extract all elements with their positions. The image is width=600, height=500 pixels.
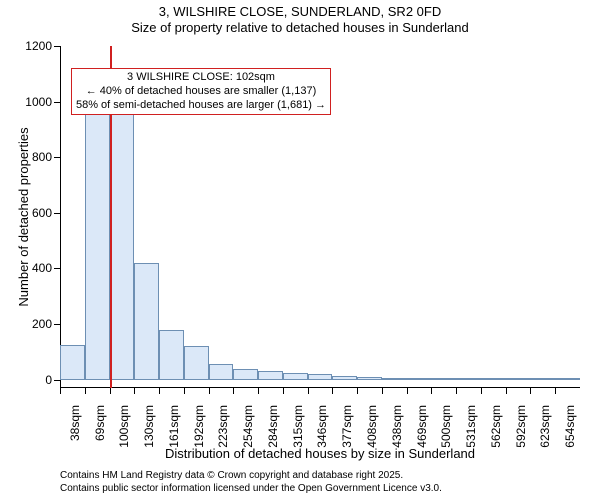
histogram-bar [209,364,234,379]
attribution-block: Contains HM Land Registry data © Crown c… [60,470,442,495]
y-tick-label: 800 [20,150,52,164]
histogram-bar [407,378,432,380]
y-tick-label: 0 [20,373,52,387]
annotation-callout: 3 WILSHIRE CLOSE: 102sqm← 40% of detache… [71,68,331,115]
histogram-bar [431,378,456,380]
x-tick-mark [110,388,111,394]
y-tick-label: 400 [20,261,52,275]
x-tick-mark [456,388,457,394]
histogram-bar [60,345,85,380]
x-tick-mark [258,388,259,394]
x-tick-mark [332,388,333,394]
x-tick-mark [382,388,383,394]
chart-title: 3, WILSHIRE CLOSE, SUNDERLAND, SR2 0FD [0,4,600,20]
histogram-bar [357,377,382,379]
y-tick-mark [54,380,60,381]
y-tick-mark [54,324,60,325]
x-tick-mark [555,388,556,394]
x-tick-mark [530,388,531,394]
annotation-line: ← 40% of detached houses are smaller (1,… [76,85,326,99]
annotation-line: 3 WILSHIRE CLOSE: 102sqm [76,71,326,85]
histogram-bar [506,378,531,380]
chart-root: 3, WILSHIRE CLOSE, SUNDERLAND, SR2 0FD S… [0,0,600,500]
title-block: 3, WILSHIRE CLOSE, SUNDERLAND, SR2 0FD S… [0,4,600,37]
attribution-line-1: Contains HM Land Registry data © Crown c… [60,470,442,483]
histogram-bar [481,378,506,380]
x-tick-mark [308,388,309,394]
histogram-bar [233,369,258,380]
x-tick-mark [85,388,86,394]
chart-subtitle: Size of property relative to detached ho… [0,20,600,36]
histogram-bar [382,378,407,380]
y-tick-mark [54,268,60,269]
histogram-bar [456,378,481,380]
x-tick-mark [283,388,284,394]
x-tick-mark [481,388,482,394]
plot-area: 02004006008001000120038sqm69sqm100sqm130… [60,46,580,388]
x-tick-mark [60,388,61,394]
x-axis-line [60,387,580,388]
histogram-bar [110,113,135,380]
y-tick-mark [54,213,60,214]
y-tick-mark [54,46,60,47]
x-tick-mark [159,388,160,394]
x-tick-mark [184,388,185,394]
histogram-bar [308,374,333,380]
histogram-bar [555,378,580,380]
histogram-bar [85,110,110,380]
histogram-bar [530,378,555,380]
x-tick-mark [357,388,358,394]
y-tick-label: 600 [20,206,52,220]
x-tick-mark [134,388,135,394]
y-tick-mark [54,102,60,103]
histogram-bar [134,263,159,380]
y-tick-label: 200 [20,317,52,331]
histogram-bar [159,330,184,380]
histogram-bar [332,376,357,379]
histogram-bar [283,373,308,380]
annotation-line: 58% of semi-detached houses are larger (… [76,99,326,113]
x-tick-mark [233,388,234,394]
x-tick-mark [506,388,507,394]
attribution-line-2: Contains public sector information licen… [60,483,442,496]
y-axis-line [60,46,61,388]
histogram-bar [184,346,209,379]
x-tick-mark [407,388,408,394]
y-tick-label: 1200 [20,39,52,53]
x-axis-label: Distribution of detached houses by size … [60,446,580,461]
y-tick-mark [54,157,60,158]
x-tick-mark [209,388,210,394]
y-tick-label: 1000 [20,95,52,109]
x-tick-mark [431,388,432,394]
histogram-bar [258,371,283,379]
